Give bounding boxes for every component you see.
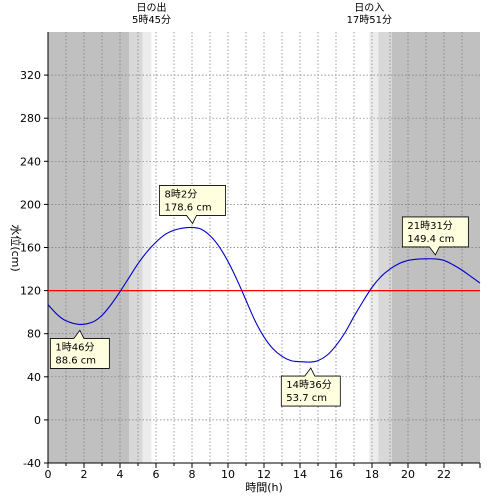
y-tick-label: -40	[23, 457, 41, 470]
callout-box	[49, 329, 110, 369]
y-tick-label: 320	[20, 69, 41, 82]
x-tick-label: 12	[257, 468, 271, 481]
tide-level-line	[47, 226, 481, 363]
x-tick-label: 16	[329, 468, 343, 481]
x-tick-label: 20	[401, 468, 415, 481]
x-tick-label: 0	[45, 468, 52, 481]
x-tick-label: 22	[437, 468, 451, 481]
x-tick-label: 10	[221, 468, 235, 481]
axes: 時間(h) 水位(cm) -40 0 40 80 120 160 200 240 280 320 0…	[9, 32, 481, 494]
callout-time: 14時36分	[286, 379, 331, 391]
callout-box	[159, 185, 226, 225]
night-band-morning	[48, 32, 129, 463]
sunrise-time: 5時45分	[132, 14, 171, 26]
callout-time: 21時31分	[407, 220, 452, 232]
x-tick-label: 18	[365, 468, 379, 481]
y-tick-label: 40	[27, 371, 41, 384]
y-tick-label: 240	[20, 155, 41, 168]
y-tick-label: 200	[20, 198, 41, 211]
tide-callout: 21時31分 149.4 cm	[401, 216, 469, 256]
callout-level: 88.6 cm	[55, 355, 96, 366]
sunset-label: 日の入	[354, 3, 384, 14]
sunrise-label: 日の出	[137, 1, 167, 14]
callout-level: 53.7 cm	[286, 393, 327, 404]
callout-time: 8時2分	[165, 188, 198, 200]
callout-time: 1時46分	[55, 341, 94, 353]
y-tick-label: 120	[20, 285, 41, 298]
callout-box	[280, 367, 341, 407]
plot-data	[47, 226, 481, 363]
callout-box	[401, 216, 469, 256]
x-tick-label: 14	[293, 468, 307, 481]
tide-callout: 14時36分 53.7 cm	[280, 367, 341, 407]
sun-labels: 日の出 5時45分 日の入 17時51分	[132, 1, 392, 26]
x-axis-label: 時間(h)	[245, 481, 283, 494]
y-axis-label: 水位(cm)	[9, 224, 23, 271]
x-tick-label: 6	[153, 468, 160, 481]
x-tick-label: 8	[189, 468, 196, 481]
sunset-time: 17時51分	[347, 14, 392, 26]
tide-callout: 1時46分 88.6 cm	[49, 329, 110, 369]
callout-level: 149.4 cm	[407, 234, 454, 245]
x-tick-label: 4	[117, 468, 124, 481]
tide-callout: 8時2分 178.6 cm	[159, 185, 226, 225]
y-tick-label: 80	[27, 328, 41, 341]
callout-level: 178.6 cm	[165, 202, 212, 213]
y-tick-label: 0	[34, 414, 41, 427]
annotations: 1時46分 88.6 cm 8時2分 178.6 cm 14時36分 53.7 cm 21時…	[49, 185, 469, 407]
y-tick-label: 160	[20, 242, 41, 255]
x-tick-label: 2	[81, 468, 88, 481]
y-tick-label: 280	[20, 112, 41, 125]
day-night-bands	[48, 32, 480, 463]
